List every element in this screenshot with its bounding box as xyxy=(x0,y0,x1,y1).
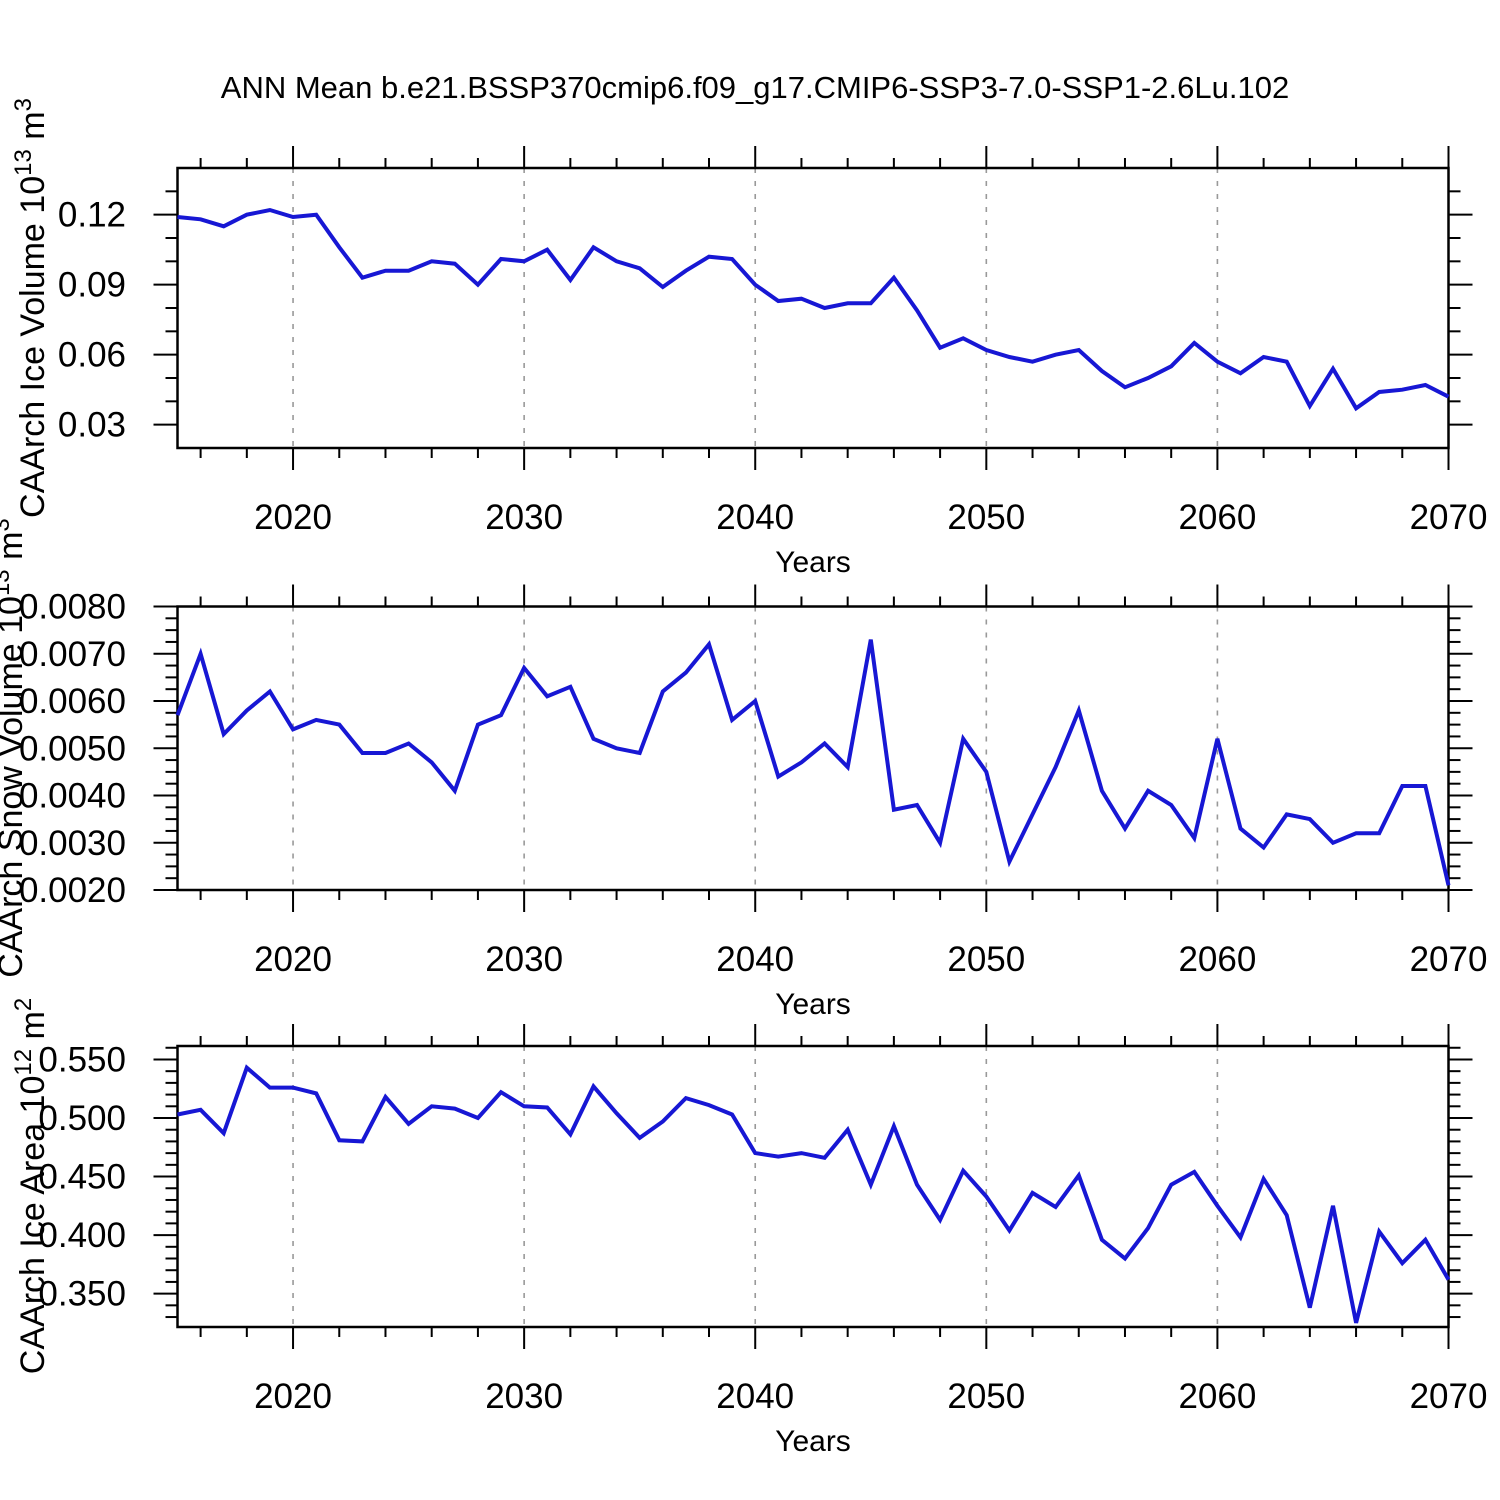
x-tick-label: 2050 xyxy=(947,498,1025,537)
y-tick-label: 0.0020 xyxy=(19,871,126,910)
x-tick-labels: 2020 2030 2040 2050 2060 2070 xyxy=(254,1377,1487,1416)
panel-snow-volume: 2020 2030 2040 2050 2060 20700.00800.00700.00… xyxy=(19,584,1487,1021)
y-axis-title-snow-volume: CAArch Snow Volume 1013 m3 xyxy=(0,518,30,978)
x-tick-label: 2020 xyxy=(254,940,332,979)
y-axis-title-ice-volume: CAArch Ice Volume 1013 m3 xyxy=(10,98,52,518)
x-tick-label: 2070 xyxy=(1410,940,1488,979)
x-tick-label: 2020 xyxy=(254,1377,332,1416)
x-axis-label: Years xyxy=(775,546,851,579)
y-tick-label: 0.500 xyxy=(38,1099,126,1138)
x-ticks xyxy=(199,146,1450,470)
gridlines xyxy=(292,168,1219,448)
x-tick-label: 2040 xyxy=(716,1377,794,1416)
x-axis-label: Years xyxy=(775,988,851,1021)
y-tick-label: 0.0040 xyxy=(19,777,126,816)
x-tick-label: 2040 xyxy=(716,498,794,537)
y-tick-label: 0.12 xyxy=(58,196,126,235)
x-tick-label: 2060 xyxy=(1178,940,1256,979)
y-tick-label: 0.0070 xyxy=(19,635,126,674)
panel-ice-volume: 2020 2030 2040 2050 2060 2070 0.12 0.09 0.06 0.03… xyxy=(58,146,1487,579)
x-tick-label: 2060 xyxy=(1178,1377,1256,1416)
y-tick-label: 0.350 xyxy=(38,1275,126,1314)
x-tick-label: 2040 xyxy=(716,940,794,979)
y-tick-label: 0.06 xyxy=(58,336,126,375)
y-tick-label: 0.03 xyxy=(58,406,126,445)
x-tick-labels: 2020 2030 2040 2050 2060 2070 xyxy=(254,498,1487,537)
x-ticks xyxy=(199,584,1450,912)
y-tick-label: 0.450 xyxy=(38,1158,126,1197)
x-tick-label: 2030 xyxy=(485,940,563,979)
panel-ice-area: 2020 2030 2040 2050 2060 20700.5500.5000.4500… xyxy=(38,1024,1487,1458)
x-ticks xyxy=(199,1024,1450,1349)
chart-title: ANN Mean b.e21.BSSP370cmip6.f09_g17.CMIP… xyxy=(221,70,1289,105)
plot-box xyxy=(176,1044,1450,1329)
x-tick-label: 2030 xyxy=(485,1377,563,1416)
series-line-snow-volume xyxy=(175,639,1451,886)
plot-box xyxy=(176,605,1450,892)
y-tick-label: 0.550 xyxy=(38,1040,126,1079)
x-tick-label: 2070 xyxy=(1410,498,1488,537)
y-tick-label: 0.0060 xyxy=(19,682,126,721)
y-axis-title-ice-area: CAArch Ice Area 1012 m2 xyxy=(10,998,52,1374)
gridlines xyxy=(292,1046,1219,1327)
y-ticks xyxy=(153,1046,1473,1319)
x-tick-label: 2050 xyxy=(947,1377,1025,1416)
x-tick-labels: 2020 2030 2040 2050 2060 2070 xyxy=(254,940,1487,979)
y-tick-labels: 0.12 0.09 0.06 0.03 xyxy=(58,196,126,445)
y-tick-labels: 0.0080 0.0070 0.0060 0.0050 0.0040 0.0030 0.00… xyxy=(19,588,126,911)
y-tick-label: 0.400 xyxy=(38,1216,126,1255)
x-tick-label: 2050 xyxy=(947,940,1025,979)
x-tick-label: 2060 xyxy=(1178,498,1256,537)
y-tick-label: 0.0080 xyxy=(19,588,126,627)
x-tick-label: 2020 xyxy=(254,498,332,537)
x-axis-label: Years xyxy=(775,1425,851,1458)
y-tick-label: 0.0030 xyxy=(19,824,126,863)
gridlines xyxy=(292,606,1219,890)
y-ticks xyxy=(153,190,1473,426)
y-tick-label: 0.09 xyxy=(58,266,126,305)
y-tick-labels: 0.550 0.500 0.450 0.400 0.350 xyxy=(38,1040,126,1313)
y-ticks xyxy=(153,605,1473,891)
y-tick-label: 0.0050 xyxy=(19,729,126,768)
x-tick-label: 2070 xyxy=(1410,1377,1488,1416)
series-line-ice-volume xyxy=(177,207,1450,412)
series-line-ice-area xyxy=(177,1064,1451,1324)
x-tick-label: 2030 xyxy=(485,498,563,537)
plot-box xyxy=(176,166,1450,450)
